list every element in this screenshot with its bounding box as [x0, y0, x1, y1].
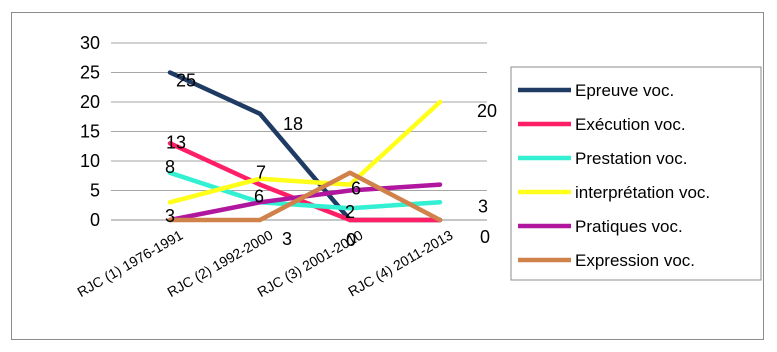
series-line-3	[167, 170, 443, 211]
legend-label: interprétation voc.	[575, 183, 710, 202]
data-label: 3	[165, 206, 175, 226]
data-label: 2	[345, 202, 355, 222]
y-tick-label: 15	[80, 122, 100, 142]
data-label: 20	[477, 101, 497, 121]
legend-label: Prestation voc.	[575, 149, 687, 168]
data-label: 8	[165, 157, 175, 177]
legend-box	[510, 66, 762, 281]
y-tick-label: 20	[80, 92, 100, 112]
data-label: 6	[351, 179, 361, 199]
data-label: 18	[283, 114, 303, 134]
y-tick-label: 0	[90, 210, 100, 230]
y-tick-label: 25	[80, 63, 100, 83]
data-label: 3	[478, 196, 488, 216]
data-label: 3	[282, 229, 292, 249]
data-label: 0	[480, 227, 490, 247]
legend-label: Pratiques voc.	[575, 217, 683, 236]
data-label: 7	[256, 163, 266, 183]
series-line-4	[167, 99, 443, 205]
series-line-2	[167, 141, 443, 223]
data-label: 6	[254, 186, 264, 206]
y-tick-label: 10	[80, 151, 100, 171]
legend-label: Expression voc.	[575, 251, 695, 270]
chart-frame: 0 5 10 15 20 25 30 RJC (1) 1976-1991 RJC (2) 199…	[11, 12, 764, 340]
y-tick-label: 30	[80, 33, 100, 53]
y-tick-label: 5	[90, 181, 100, 201]
data-label: 25	[176, 71, 196, 91]
series-line-6	[167, 170, 443, 223]
data-label: 0	[346, 230, 356, 250]
data-label: 13	[166, 132, 186, 152]
legend-label: Epreuve voc.	[575, 81, 674, 100]
legend-label: Exécution voc.	[575, 115, 686, 134]
